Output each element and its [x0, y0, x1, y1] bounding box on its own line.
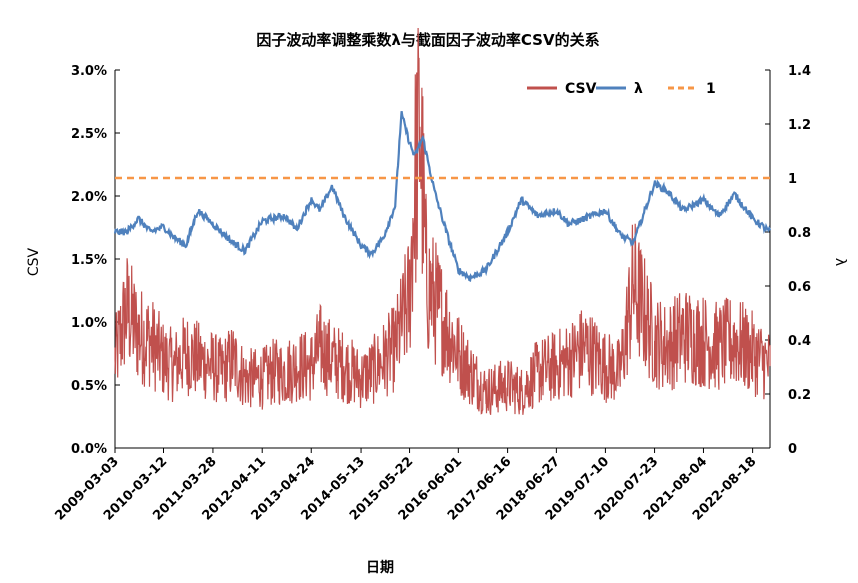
legend-label: λ	[634, 81, 643, 97]
plot-area	[114, 70, 771, 449]
legend: CSV λ 1	[527, 81, 716, 97]
legend-label: 1	[706, 81, 716, 97]
series-csv-line	[114, 27, 771, 415]
y-left-tick-label: 3.0%	[71, 64, 107, 79]
y-right-tick-label: 0.6	[788, 280, 811, 295]
y-left-tick-label: 0.0%	[71, 442, 107, 457]
legend-label: CSV	[565, 81, 597, 97]
y-right-tick-label: 0.8	[788, 226, 811, 241]
y-right-tick-label: 0.2	[788, 388, 811, 403]
x-axis-title: 日期	[366, 560, 394, 576]
series-lambda-line	[113, 111, 772, 283]
y-left-tick-label: 2.0%	[71, 190, 107, 205]
y-left-axis-title: CSV	[26, 247, 42, 276]
y-right-tick-label: 0	[788, 442, 797, 457]
y-left-tick-label: 0.5%	[71, 379, 107, 394]
series-layer	[113, 27, 772, 415]
y-right-tick-label: 0.4	[788, 334, 811, 349]
y-right-tick-label: 1.4	[788, 64, 811, 79]
y-right-tick-label: 1	[788, 172, 797, 187]
y-left-tick-label: 1.0%	[71, 316, 107, 331]
y-right-tick-label: 1.2	[788, 118, 811, 133]
y-left-tick-label: 2.5%	[71, 127, 107, 142]
chart-title: 因子波动率调整乘数λ与截面因子波动率CSV的关系	[256, 31, 599, 49]
y-left-tick-label: 1.5%	[71, 253, 107, 268]
y-right-axis-title: λ	[832, 258, 848, 266]
